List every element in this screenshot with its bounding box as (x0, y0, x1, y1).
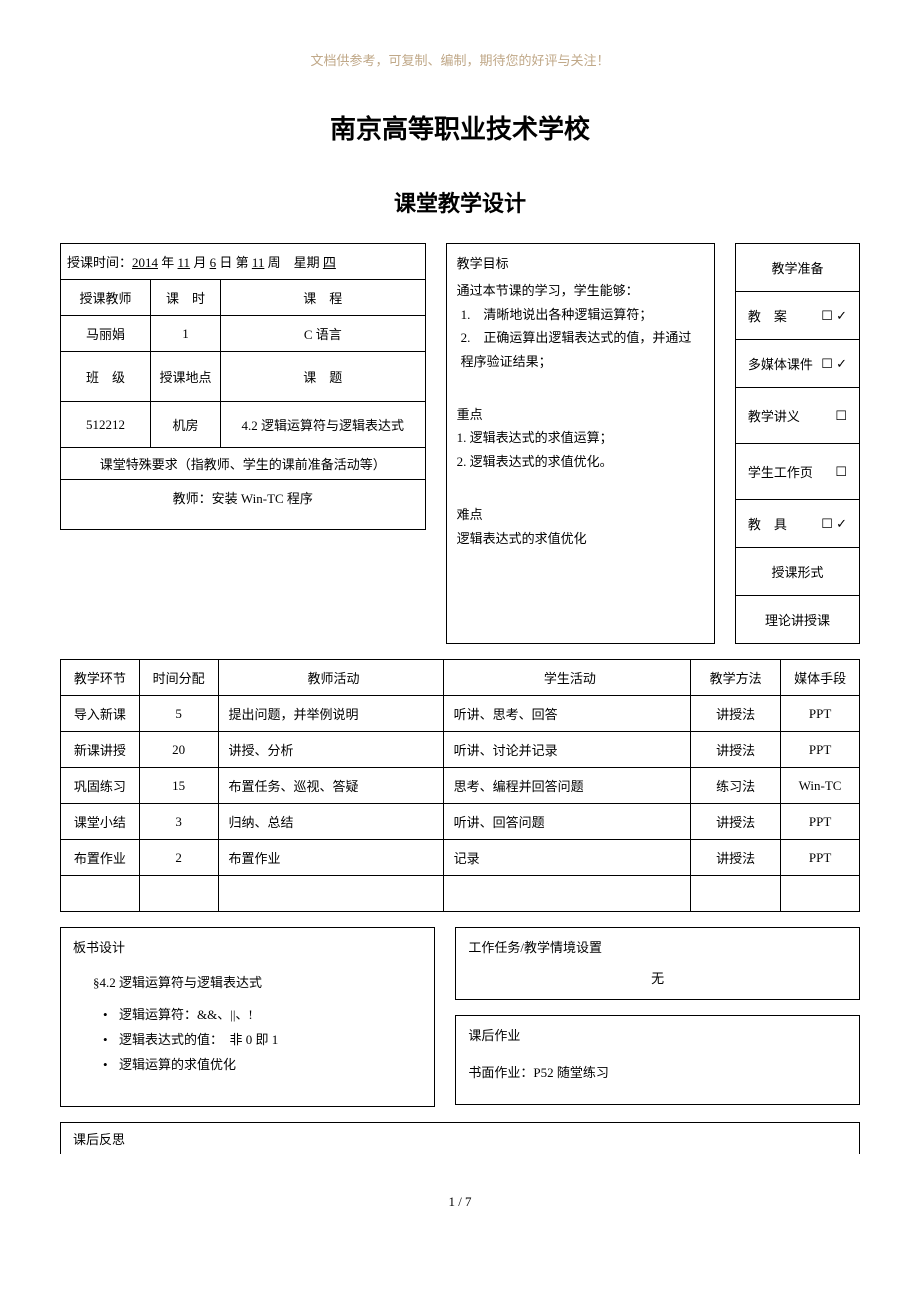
schedule-header: 教学环节 (61, 660, 140, 696)
schedule-header: 时间分配 (139, 660, 218, 696)
special-requirements: 课堂特殊要求（指教师、学生的课前准备活动等） (61, 448, 426, 480)
prep-item: 学生工作页☐ (735, 444, 859, 500)
bottom-section: 板书设计 §4.2 逻辑运算符与逻辑表达式 逻辑运算符：&&、||、! 逻辑表达… (60, 927, 860, 1107)
topic-value: 4.2 逻辑运算符与逻辑表达式 (221, 402, 426, 448)
schedule-header: 教师活动 (218, 660, 443, 696)
location-value: 机房 (151, 402, 221, 448)
info-block: 授课时间：2014 年 11 月 6 日 第 11 周 星期 四 授课教师 课 … (60, 243, 426, 644)
header-topic: 课 题 (221, 352, 426, 402)
prep-item: 教学讲义☐ (735, 388, 859, 444)
objectives-intro: 通过本节课的学习，学生能够： (457, 279, 704, 302)
task-box: 工作任务/教学情境设置 无 (455, 927, 860, 1000)
homework-title: 课后作业 (468, 1024, 847, 1049)
prep-item: 多媒体课件☐ ✓ (735, 340, 859, 388)
teacher-prep: 教师：安装 Win-TC 程序 (61, 480, 426, 530)
prep-item: 教 具☐ ✓ (735, 500, 859, 548)
objectives-list: 1. 清晰地说出各种逻辑运算符； 2. 正确运算出逻辑表达式的值，并通过程序验证… (457, 303, 704, 373)
reflect-box: 课后反思 (60, 1122, 860, 1154)
objective-item: 2. 正确运算出逻辑表达式的值，并通过程序验证结果； (461, 326, 704, 373)
course-value: C 语言 (221, 316, 426, 352)
task-title: 工作任务/教学情境设置 (468, 936, 847, 961)
board-bullets: 逻辑运算符：&&、||、! 逻辑表达式的值： 非 0 即 1 逻辑运算的求值优化 (73, 1003, 422, 1077)
lesson-time-cell: 授课时间：2014 年 11 月 6 日 第 11 周 星期 四 (61, 244, 426, 280)
bullet-item: 逻辑运算的求值优化 (103, 1053, 422, 1078)
teacher-name: 马丽娟 (61, 316, 151, 352)
schedule-header: 学生活动 (443, 660, 691, 696)
table-row: 课堂小结 3 归纳、总结 听讲、回答问题 讲授法 PPT (61, 804, 860, 840)
reflect-title: 课后反思 (73, 1132, 125, 1147)
right-boxes: 工作任务/教学情境设置 无 课后作业 书面作业：P52 随堂练习 (455, 927, 860, 1107)
form-value: 理论讲授课 (735, 596, 859, 644)
table-row: 导入新课 5 提出问题，并举例说明 听讲、思考、回答 讲授法 PPT (61, 696, 860, 732)
objectives-block: 教学目标 通过本节课的学习，学生能够： 1. 清晰地说出各种逻辑运算符； 2. … (446, 243, 715, 644)
info-table: 授课时间：2014 年 11 月 6 日 第 11 周 星期 四 授课教师 课 … (60, 243, 426, 530)
board-title: 板书设计 (73, 936, 422, 961)
bullet-item: 逻辑运算符：&&、||、! (103, 1003, 422, 1028)
prep-item: 教 案☐ ✓ (735, 292, 859, 340)
homework-box: 课后作业 书面作业：P52 随堂练习 (455, 1015, 860, 1105)
header-course: 课 程 (221, 280, 426, 316)
page-subtitle: 课堂教学设计 (60, 186, 860, 218)
header-location: 授课地点 (151, 352, 221, 402)
prep-table: 教学准备 教 案☐ ✓ 多媒体课件☐ ✓ 教学讲义☐ 学生工作页☐ 教 具☐ ✓… (735, 243, 860, 644)
board-section: §4.2 逻辑运算符与逻辑表达式 (73, 971, 422, 996)
prep-title: 教学准备 (735, 244, 859, 292)
task-content: 无 (468, 967, 847, 992)
page-number: 1 / 7 (60, 1194, 860, 1210)
table-row: 新课讲授 20 讲授、分析 听讲、讨论并记录 讲授法 PPT (61, 732, 860, 768)
header-teacher: 授课教师 (61, 280, 151, 316)
prep-block: 教学准备 教 案☐ ✓ 多媒体课件☐ ✓ 教学讲义☐ 学生工作页☐ 教 具☐ ✓… (735, 243, 860, 644)
schedule-header: 媒体手段 (781, 660, 860, 696)
schedule-header: 教学方法 (691, 660, 781, 696)
form-title: 授课形式 (735, 548, 859, 596)
board-design: 板书设计 §4.2 逻辑运算符与逻辑表达式 逻辑运算符：&&、||、! 逻辑表达… (60, 927, 435, 1107)
keypoint-item: 1. 逻辑表达式的求值运算； (457, 426, 704, 449)
homework-content: 书面作业：P52 随堂练习 (468, 1061, 847, 1086)
top-section: 授课时间：2014 年 11 月 6 日 第 11 周 星期 四 授课教师 课 … (60, 243, 860, 644)
period-value: 1 (151, 316, 221, 352)
keypoint-title: 重点 (457, 403, 704, 426)
header-note: 文档供参考，可复制、编制，期待您的好评与关注！ (60, 50, 860, 69)
class-value: 512212 (61, 402, 151, 448)
objectives-title: 教学目标 (457, 252, 704, 275)
difficulty-text: 逻辑表达式的求值优化 (457, 527, 704, 550)
difficulty-title: 难点 (457, 503, 704, 526)
header-class: 班 级 (61, 352, 151, 402)
page-title: 南京高等职业技术学校 (60, 109, 860, 146)
header-period: 课 时 (151, 280, 221, 316)
table-row: 巩固练习 15 布置任务、巡视、答疑 思考、编程并回答问题 练习法 Win-TC (61, 768, 860, 804)
table-row: 布置作业 2 布置作业 记录 讲授法 PPT (61, 840, 860, 876)
table-row (61, 876, 860, 912)
keypoint-item: 2. 逻辑表达式的求值优化。 (457, 450, 704, 473)
objective-item: 1. 清晰地说出各种逻辑运算符； (461, 303, 704, 326)
schedule-table: 教学环节 时间分配 教师活动 学生活动 教学方法 媒体手段 导入新课 5 提出问… (60, 659, 860, 912)
bullet-item: 逻辑表达式的值： 非 0 即 1 (103, 1028, 422, 1053)
